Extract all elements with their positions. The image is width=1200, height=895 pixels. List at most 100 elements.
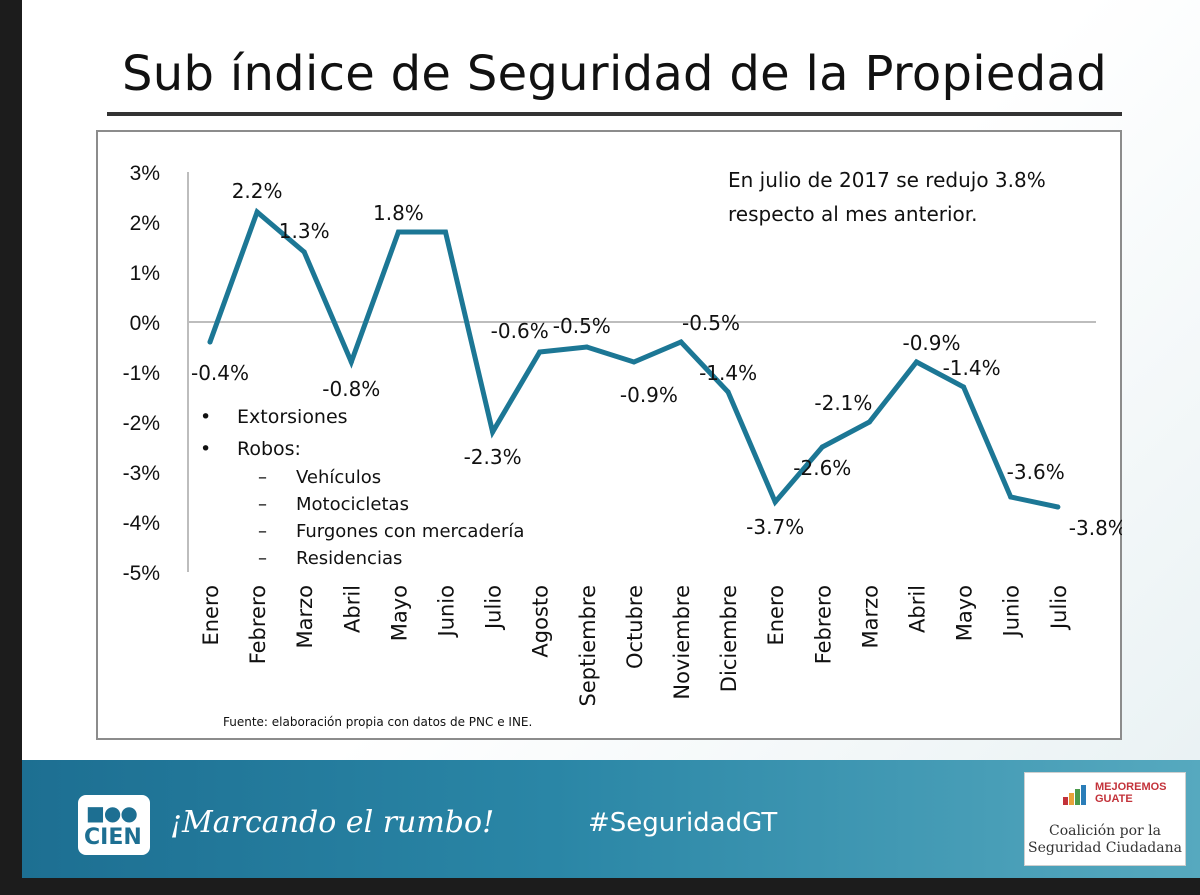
x-tick-label: Noviembre bbox=[670, 585, 694, 700]
data-point bbox=[631, 359, 637, 365]
slogan: ¡Marcando el rumbo! bbox=[170, 805, 495, 840]
x-tick-label: Junio bbox=[435, 585, 459, 639]
cien-logo-text: CIEN bbox=[84, 825, 142, 850]
data-point bbox=[537, 349, 543, 355]
y-tick-label: 1% bbox=[130, 262, 160, 285]
point-label: -3.6% bbox=[1007, 460, 1065, 484]
y-tick-label: 3% bbox=[130, 162, 160, 185]
point-label: -0.9% bbox=[902, 331, 960, 355]
point-label: -0.9% bbox=[620, 383, 678, 407]
left-dark-bar bbox=[0, 0, 22, 895]
data-point bbox=[819, 444, 825, 450]
legend-dash: – bbox=[258, 494, 267, 515]
data-point bbox=[301, 249, 307, 255]
x-tick-label: Febrero bbox=[811, 585, 835, 664]
coalition-name-line-2: Seguridad Ciudadana bbox=[1028, 840, 1182, 856]
data-point bbox=[1055, 504, 1061, 510]
x-tick-label: Julio bbox=[1047, 585, 1071, 631]
data-point bbox=[490, 429, 496, 435]
data-point bbox=[584, 344, 590, 350]
point-label: -3.8% bbox=[1069, 516, 1122, 540]
point-label: 2.2% bbox=[232, 179, 283, 203]
line-chart: 3% 2% 1% 0% -1% -2% -3% -4% -5% Enero Febrero Marz… bbox=[123, 162, 1122, 729]
legend-dash: – bbox=[258, 467, 267, 488]
legend-item: Robos: bbox=[237, 438, 301, 460]
x-tick-label: Enero bbox=[764, 585, 788, 646]
cien-logo: ■●● CIEN bbox=[78, 795, 150, 855]
coalition-logo: MEJOREMOS GUATE Coalición por la Segurid… bbox=[1024, 772, 1186, 866]
x-tick-label: Marzo bbox=[858, 585, 882, 649]
data-point bbox=[1008, 494, 1014, 500]
hand-icon bbox=[1063, 785, 1086, 805]
point-label: -2.1% bbox=[814, 391, 872, 415]
legend-bullet: • bbox=[200, 438, 211, 460]
x-tick-label: Octubre bbox=[623, 585, 647, 669]
annotation-line-1: En julio de 2017 se redujo 3.8% bbox=[728, 168, 1046, 192]
bottom-dark-strip bbox=[0, 878, 1200, 895]
coalition-brand-line-1: MEJOREMOS bbox=[1095, 781, 1167, 793]
y-tick-label: 0% bbox=[130, 312, 160, 335]
legend: • Extorsiones • Robos: – Vehículos – Motociclet… bbox=[200, 406, 524, 569]
annotation-line-2: respecto al mes anterior. bbox=[728, 202, 978, 226]
x-tick-label: Diciembre bbox=[717, 585, 741, 692]
data-point bbox=[725, 389, 731, 395]
x-tick-label: Marzo bbox=[293, 585, 317, 649]
legend-item: Extorsiones bbox=[237, 406, 348, 428]
point-label: -2.3% bbox=[464, 445, 522, 469]
footer-banner bbox=[22, 760, 1200, 878]
legend-sub-item: Furgones con mercadería bbox=[296, 521, 524, 542]
point-label: -2.6% bbox=[793, 456, 851, 480]
data-point bbox=[866, 419, 872, 425]
legend-bullet: • bbox=[200, 406, 211, 428]
x-tick-label: Abril bbox=[906, 585, 930, 633]
source-note: Fuente: elaboración propia con datos de … bbox=[223, 715, 532, 729]
y-tick-label: -1% bbox=[123, 362, 160, 385]
coalition-name: Coalición por la Seguridad Ciudadana bbox=[1025, 823, 1185, 857]
hashtag: #SeguridadGT bbox=[588, 808, 778, 838]
x-tick-label: Mayo bbox=[953, 585, 977, 641]
x-tick-label: Agosto bbox=[529, 585, 553, 658]
point-label: -0.4% bbox=[191, 361, 249, 385]
x-tick-label: Enero bbox=[199, 585, 223, 646]
series-layer bbox=[207, 207, 1061, 510]
point-label: -1.4% bbox=[699, 361, 757, 385]
y-tick-label: -3% bbox=[123, 462, 160, 485]
y-tick-label: 2% bbox=[130, 212, 160, 235]
y-axis: 3% 2% 1% 0% -1% -2% -3% -4% -5% bbox=[123, 162, 1096, 585]
y-tick-label: -4% bbox=[123, 512, 160, 535]
data-point bbox=[207, 339, 213, 345]
x-tick-label: Julio bbox=[482, 585, 506, 631]
coalition-brand: MEJOREMOS GUATE bbox=[1095, 781, 1167, 805]
data-point bbox=[961, 384, 967, 390]
legend-dash: – bbox=[258, 521, 267, 542]
x-tick-label: Mayo bbox=[387, 585, 411, 641]
data-point bbox=[348, 359, 354, 365]
x-tick-label: Abril bbox=[340, 585, 364, 633]
legend-dash: – bbox=[258, 548, 267, 569]
point-label: -3.7% bbox=[746, 515, 804, 539]
point-label: -0.6% bbox=[491, 319, 549, 343]
data-point bbox=[772, 499, 778, 505]
y-tick-label: -2% bbox=[123, 412, 160, 435]
data-point bbox=[678, 339, 684, 345]
legend-sub-item: Residencias bbox=[296, 548, 402, 569]
legend-sub-item: Vehículos bbox=[296, 467, 381, 488]
title-underline bbox=[107, 112, 1122, 116]
data-point bbox=[443, 229, 448, 235]
x-tick-label: Septiembre bbox=[576, 585, 600, 706]
data-point bbox=[254, 209, 260, 215]
point-label: -1.4% bbox=[943, 356, 1001, 380]
slide-title: Sub índice de Seguridad de la Propiedad bbox=[122, 46, 1107, 102]
coalition-name-line-1: Coalición por la bbox=[1048, 823, 1161, 839]
point-label: -0.8% bbox=[322, 377, 380, 401]
point-label: 1.8% bbox=[373, 201, 424, 225]
chart-frame bbox=[96, 130, 1122, 740]
point-labels: -0.4% 2.2% 1.3% -0.8% 1.8% -2.3% -0.6% -0.5% -0.… bbox=[191, 179, 1122, 540]
x-tick-label: Febrero bbox=[246, 585, 270, 664]
legend-sub-item: Motocicletas bbox=[296, 494, 409, 515]
coalition-brand-line-2: GUATE bbox=[1095, 793, 1133, 805]
x-tick-label: Junio bbox=[1000, 585, 1024, 639]
point-label: 1.3% bbox=[279, 219, 330, 243]
y-tick-label: -5% bbox=[123, 562, 160, 585]
point-label: -0.5% bbox=[682, 311, 740, 335]
